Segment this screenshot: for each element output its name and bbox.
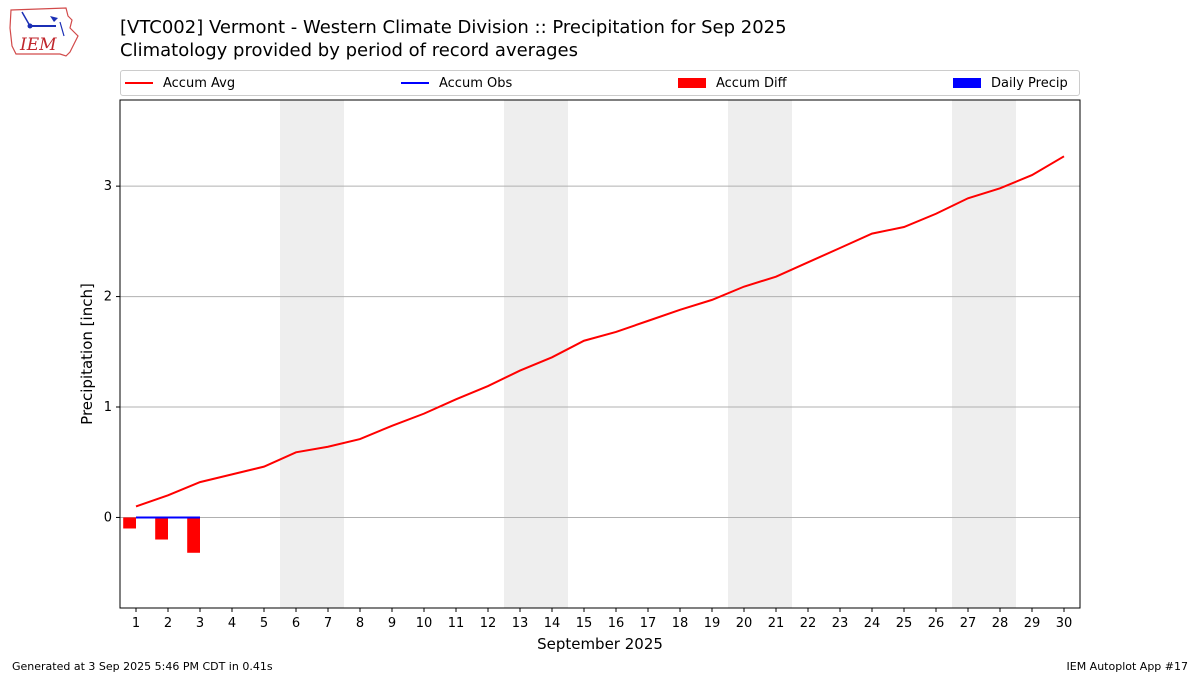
x-axis-label: September 2025: [537, 635, 663, 653]
x-tick-label: 9: [388, 616, 396, 631]
bar-accum-diff: [187, 517, 200, 553]
x-tick-label: 23: [832, 616, 849, 631]
y-tick-label: 3: [104, 179, 112, 194]
iem-logo: IEM: [8, 6, 80, 58]
x-tick-label: 17: [640, 616, 657, 631]
y-tick-label: 1: [104, 400, 112, 415]
weekend-band: [952, 100, 1016, 608]
x-tick-label: 15: [576, 616, 593, 631]
x-tick-label: 28: [992, 616, 1009, 631]
chart-subtitle: Climatology provided by period of record…: [120, 40, 578, 61]
weekend-band: [280, 100, 344, 608]
legend-item-accum-diff: Accum Diff: [678, 71, 787, 95]
chart-title: [VTC002] Vermont - Western Climate Divis…: [120, 17, 787, 38]
y-tick-label: 2: [104, 290, 112, 305]
app-credit: IEM Autoplot App #17: [1066, 660, 1189, 673]
plot-frame: [119, 99, 1081, 609]
legend-swatch: [401, 82, 429, 84]
weekend-band: [728, 100, 792, 608]
x-tick-label: 4: [228, 616, 236, 631]
x-tick-label: 13: [512, 616, 529, 631]
x-tick-label: 25: [896, 616, 913, 631]
x-tick-label: 2: [164, 616, 172, 631]
x-tick-label: 27: [960, 616, 977, 631]
x-tick-label: 29: [1024, 616, 1041, 631]
logo-text: IEM: [19, 35, 57, 55]
x-tick-label: 5: [260, 616, 268, 631]
x-tick-label: 30: [1056, 616, 1073, 631]
x-tick-label: 7: [324, 616, 332, 631]
legend-item-accum-obs: Accum Obs: [401, 71, 512, 95]
legend-swatch: [678, 78, 706, 88]
generated-timestamp: Generated at 3 Sep 2025 5:46 PM CDT in 0…: [12, 660, 273, 673]
legend-label: Daily Precip: [991, 75, 1068, 91]
bar-accum-diff: [123, 517, 136, 529]
x-tick-label: 20: [736, 616, 753, 631]
x-tick-label: 10: [416, 616, 433, 631]
x-tick-label: 3: [196, 616, 204, 631]
x-tick-label: 8: [356, 616, 364, 631]
x-tick-label: 19: [704, 616, 721, 631]
legend-label: Accum Diff: [716, 75, 787, 91]
legend-label: Accum Obs: [439, 75, 513, 91]
legend-label: Accum Avg: [163, 75, 236, 91]
legend-item-daily-precip: Daily Precip: [953, 71, 1068, 95]
series-line-accum-avg: [135, 155, 1065, 508]
x-tick-label: 12: [480, 616, 497, 631]
x-tick-label: 11: [448, 616, 465, 631]
bar-accum-diff: [155, 517, 168, 540]
legend-swatch: [953, 78, 981, 88]
x-tick-label: 6: [292, 616, 300, 631]
y-tick-label: 0: [104, 510, 112, 525]
legend: Accum Avg Accum Obs Accum Diff Daily Pre…: [120, 70, 1080, 96]
x-tick-label: 26: [928, 616, 945, 631]
legend-item-accum-avg: Accum Avg: [125, 71, 235, 95]
x-tick-label: 18: [672, 616, 689, 631]
x-tick-label: 22: [800, 616, 817, 631]
x-tick-label: 21: [768, 616, 785, 631]
x-tick-label: 14: [544, 616, 561, 631]
x-tick-label: 16: [608, 616, 625, 631]
y-axis-label: Precipitation [inch]: [78, 283, 96, 425]
x-tick-label: 24: [864, 616, 881, 631]
legend-swatch: [125, 82, 153, 84]
x-tick-label: 1: [132, 616, 140, 631]
